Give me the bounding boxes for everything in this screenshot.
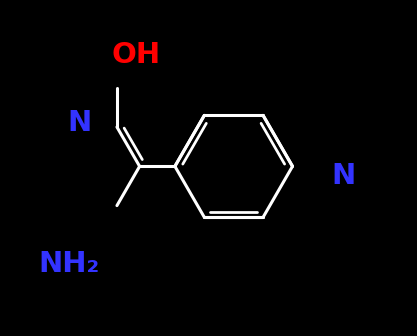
Text: N: N: [331, 162, 355, 191]
Text: NH₂: NH₂: [38, 250, 100, 278]
Text: N: N: [67, 109, 91, 137]
Text: OH: OH: [112, 41, 161, 70]
